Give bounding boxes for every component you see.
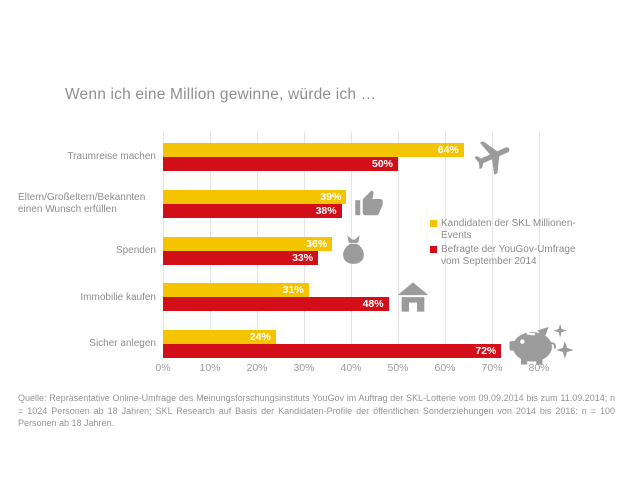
bar-value-label: 33%	[292, 251, 314, 264]
category-label: Traumreise machen	[18, 143, 156, 171]
bar-series-2: 72%	[163, 344, 502, 358]
bar-value-label: 72%	[475, 345, 497, 357]
category-label-text: Sicher anlegen	[89, 338, 156, 350]
bar-series-1: 64%	[163, 143, 464, 157]
bar-series-2: 50%	[163, 157, 398, 171]
gridline	[539, 131, 540, 358]
piggy-bank-icon	[509, 323, 574, 365]
legend-item-kandidaten: Kandidaten der SKL Millionen-Events	[430, 218, 590, 241]
gridline	[398, 131, 399, 358]
bar-series-2: 48%	[163, 297, 389, 312]
bar-series-2: 33%	[163, 250, 319, 265]
category-label: Sicher anlegen	[18, 330, 156, 358]
house-icon	[397, 281, 429, 313]
category-label: Eltern/Großeltern/Bekannten einen Wunsch…	[18, 190, 156, 218]
bar-series-1: 36%	[163, 236, 333, 251]
legend-label: Kandidaten der SKL Millionen-Events	[441, 218, 576, 241]
x-axis-tick-label: 60%	[434, 362, 456, 374]
x-axis-tick-label: 10%	[199, 362, 221, 374]
category-label-text: Immobilie kaufen	[80, 291, 156, 303]
x-axis-tick-label: 0%	[155, 362, 171, 374]
gridline	[492, 131, 493, 358]
source-note: Quelle: Repräsentative Online-Umfrage de…	[18, 393, 615, 428]
bar-value-label: 64%	[437, 144, 459, 156]
x-axis-tick-label: 70%	[481, 362, 503, 374]
bar-series-1: 31%	[163, 283, 309, 298]
airplane-icon	[472, 136, 514, 178]
legend-swatch-yellow	[430, 220, 437, 227]
x-axis: 0% 10% 20% 30% 40% 50% 60% 70% 80%	[155, 362, 549, 376]
category-label: Immobilie kaufen	[18, 283, 156, 311]
x-axis-tick-label: 50%	[387, 362, 409, 374]
bar-value-label: 31%	[282, 284, 304, 297]
legend-swatch-red	[430, 246, 437, 253]
thumbs-up-icon	[354, 189, 384, 219]
category-label: Spenden	[18, 237, 156, 265]
chart-legend: Kandidaten der SKL Millionen-Events Befr…	[430, 218, 590, 270]
category-label-text: Spenden	[115, 244, 156, 256]
bar-series-1: 24%	[163, 330, 276, 344]
x-axis-tick-label: 40%	[340, 362, 362, 374]
legend-item-befragte: Befragte der YouGov-Umfrage vom Septembe…	[430, 244, 590, 267]
legend-label: Befragte der YouGov-Umfrage vom Septembe…	[441, 244, 576, 267]
bar-value-label: 38%	[315, 204, 337, 217]
bar-value-label: 39%	[320, 190, 342, 203]
category-label-text: Traumreise machen	[67, 151, 156, 163]
category-label-text: Eltern/Großeltern/Bekannten einen Wunsch…	[18, 192, 146, 215]
plot-area: 64% 50% 39% 38% 36% 33% 31% 48% 24% 72%	[163, 131, 574, 365]
bar-series-2: 38%	[163, 203, 342, 218]
x-axis-tick-label: 80%	[528, 362, 550, 374]
bar-value-label: 50%	[371, 158, 393, 170]
bar-series-1: 39%	[163, 189, 347, 204]
money-bag-icon	[340, 234, 367, 267]
x-axis-tick-label: 30%	[293, 362, 315, 374]
gridline	[445, 131, 446, 358]
chart-title: Wenn ich eine Million gewinne, würde ich…	[65, 86, 377, 103]
x-axis-tick-label: 20%	[246, 362, 268, 374]
bar-value-label: 36%	[306, 237, 328, 250]
bar-value-label: 24%	[249, 331, 271, 343]
bar-value-label: 48%	[362, 298, 384, 311]
